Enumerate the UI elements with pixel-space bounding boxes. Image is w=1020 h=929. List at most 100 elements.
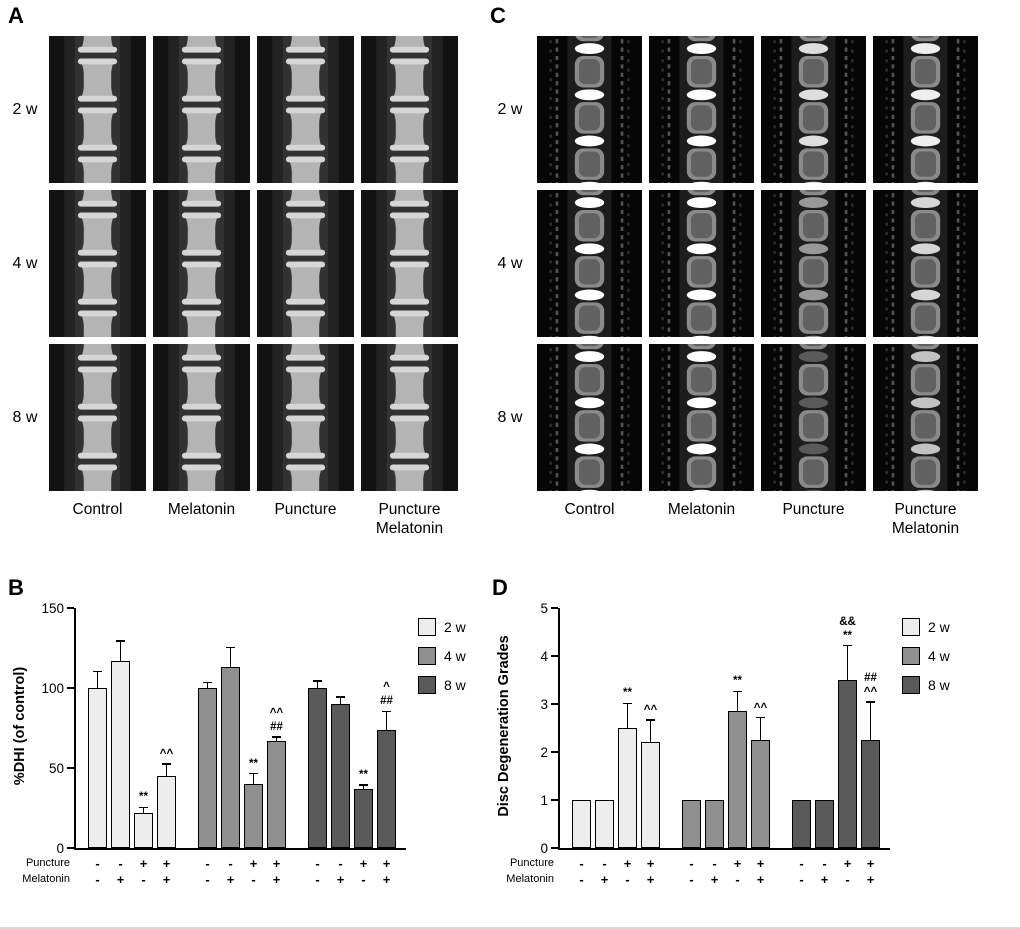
significance-annotation: ** [139, 791, 148, 804]
column-label: Puncture Melatonin [891, 501, 960, 538]
legend-item-2w: 2 w [902, 618, 950, 636]
condition-sign: - [602, 855, 607, 871]
mri-spine-graphic [761, 344, 866, 491]
error-bar [206, 683, 209, 688]
plot-area-wrap: 0 1 2 3 4 5 ** ^^ ** ^^ && ** ## ^^ Puncture - - + + - - + +… [506, 601, 890, 887]
condition-row-label: Puncture [25, 857, 70, 869]
mri-spine-graphic [761, 36, 866, 183]
bar [354, 788, 373, 848]
row-label-4w: 4 w [12, 254, 38, 272]
bar [244, 784, 263, 848]
condition-sign: + [116, 871, 125, 887]
condition-row-label: Melatonin [22, 873, 70, 885]
condition-sign: + [646, 855, 655, 871]
condition-sign: + [249, 855, 258, 871]
legend-label: 8 w [928, 677, 950, 693]
bar-group-4w: ** ^^ [680, 608, 772, 848]
sign-groups: - + - + - + - + - + - + [74, 872, 398, 887]
xray-spine-graphic [361, 344, 458, 491]
mri-scan-image [537, 190, 642, 337]
xray-spine-graphic [361, 190, 458, 337]
legend-swatch [902, 618, 920, 636]
legend-label: 2 w [444, 619, 466, 635]
bar-slot-melatonin [329, 608, 352, 848]
significance-annotation: ^^ [643, 704, 658, 717]
significance-annotation: ^^ [753, 701, 768, 714]
grid-spacer [490, 498, 530, 539]
condition-sign: + [646, 871, 655, 887]
significance-annotation: ** [249, 757, 258, 770]
column-label: Puncture Melatonin [375, 501, 444, 538]
panel-b-dhi-chart: B %DHI (of control) 0 50 100 150 ** ^^ ** ^^ ## *… [8, 576, 488, 887]
condition-sign: + [820, 871, 829, 887]
condition-sign: + [756, 871, 765, 887]
bar-groups: ** ^^ ** ^^ ## ** ^ ## [76, 608, 398, 848]
row-label-2w: 2 w [12, 100, 38, 118]
mri-scan-image [537, 36, 642, 183]
mri-scan-image [873, 190, 978, 337]
y-tick-label: 4 [540, 649, 548, 664]
sign-group: - - + + [790, 856, 882, 871]
condition-sign: - [845, 871, 850, 887]
dhi-bar-chart: %DHI (of control) 0 50 100 150 ** ^^ ** ^^ ## ** ^… [8, 601, 488, 887]
y-tick-label: 0 [56, 841, 64, 856]
legend-label: 2 w [928, 619, 950, 635]
significance-annotation: ** [359, 768, 368, 781]
xray-scan-image [49, 36, 146, 183]
condition-sign: + [733, 855, 742, 871]
legend-swatch [902, 647, 920, 665]
condition-sign: - [799, 871, 804, 887]
bar [815, 800, 834, 848]
bar-group-4w: ** ^^ ## [196, 608, 288, 848]
significance-annotation: ** [733, 675, 742, 688]
legend-swatch [902, 676, 920, 694]
xray-spine-graphic [257, 190, 354, 337]
condition-sign: + [623, 855, 632, 871]
bar-slot-puncture-melatonin: ^^ ## [265, 608, 288, 848]
bar-slot-melatonin [109, 608, 132, 848]
error-bar-cap [623, 702, 632, 704]
condition-sign: - [205, 855, 210, 871]
y-tick [67, 607, 74, 609]
condition-row-melatonin: Melatonin - + - + - + - + - + - + [22, 871, 406, 887]
error-bar [252, 774, 255, 784]
legend-swatch [418, 676, 436, 694]
xray-spine-graphic [153, 190, 250, 337]
xray-spine-graphic [257, 36, 354, 183]
error-bar [759, 718, 762, 740]
bar-slot-control [790, 608, 813, 848]
legend-item-2w: 2 w [418, 618, 466, 636]
condition-sign: + [756, 855, 765, 871]
error-bar-cap [733, 690, 742, 692]
bar [595, 800, 614, 848]
condition-sign: - [205, 871, 210, 887]
sign-group: - - + + [306, 856, 398, 871]
bar [861, 740, 880, 848]
legend-item-4w: 4 w [418, 647, 466, 665]
y-tick-label: 2 [540, 745, 548, 760]
panel-a-xray: A 2 w 4 w 8 w Control Melatonin Puncture Punct… [8, 4, 488, 539]
mri-spine-graphic [873, 344, 978, 491]
xray-scan-image [361, 344, 458, 491]
bar-slot-puncture: ** [616, 608, 639, 848]
error-bar-cap [756, 716, 765, 719]
sign-group: - - + + [570, 856, 662, 871]
row-label-4w: 4 w [497, 254, 523, 272]
condition-sign: - [735, 871, 740, 887]
mri-spine-graphic [649, 36, 754, 183]
condition-sign: + [359, 855, 368, 871]
condition-sign: + [382, 855, 391, 871]
bar [267, 740, 286, 848]
xray-scan-image [257, 190, 354, 337]
bar-slot-puncture-melatonin: ^^ [639, 608, 662, 848]
error-bar [385, 712, 388, 730]
bar-slot-control [680, 608, 703, 848]
x-axis-condition-rows: Puncture - - + + - - + + - - + + Melatonin - + - + - + - + - + -… [22, 855, 406, 887]
error-bar-cap [866, 701, 875, 703]
bar-slot-melatonin [593, 608, 616, 848]
error-bar [316, 681, 319, 688]
y-axis-label-wrap: %DHI (of control) [8, 608, 32, 887]
bar-group-2w: ** ^^ [86, 608, 178, 848]
condition-sign: - [689, 855, 694, 871]
panel-a-letter: A [8, 3, 24, 28]
